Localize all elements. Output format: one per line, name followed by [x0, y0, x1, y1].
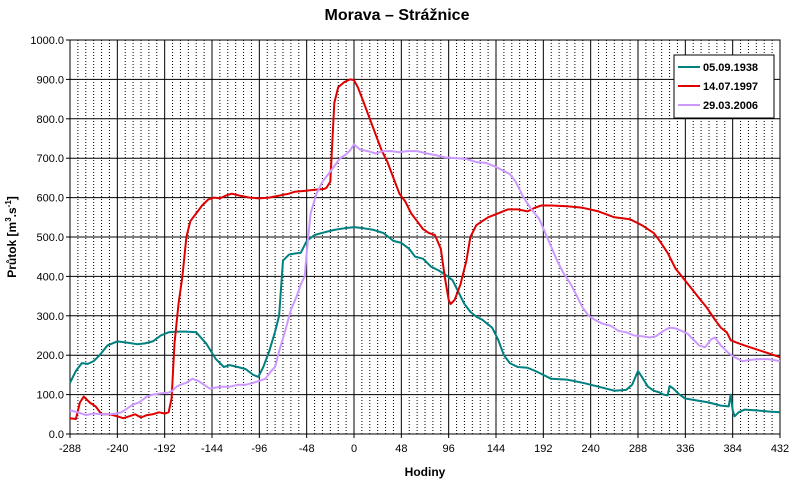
series-line-29.03.2006 — [69, 143, 781, 417]
x-tick-label: 432 — [771, 443, 789, 455]
chart-title: Morava – Strážnice — [325, 7, 470, 24]
x-tick-label: 96 — [443, 443, 455, 455]
legend: 05.09.1938 14.07.1997 29.03.2006 — [673, 54, 775, 119]
x-tick-label: 144 — [487, 443, 505, 455]
series-lines — [69, 78, 781, 420]
series-line-05.09.1938 — [69, 226, 781, 418]
y-tick-label: 400.0 — [36, 271, 64, 283]
legend-label-2006: 29.03.2006 — [703, 100, 758, 112]
x-tick-label: -144 — [201, 443, 223, 455]
x-axis-title: Hodiny — [405, 465, 446, 479]
series-line-14.07.1997 — [69, 78, 781, 420]
y-tick-label: 100.0 — [36, 390, 64, 402]
x-tick-label: 288 — [629, 443, 647, 455]
x-tick-label: 384 — [723, 443, 741, 455]
y-axis-title-part: .s — [5, 207, 19, 217]
y-tick-label: 800.0 — [36, 114, 64, 126]
y-tick-label: 300.0 — [36, 311, 64, 323]
y-tick-label: 0.0 — [49, 429, 64, 441]
y-tick-label: 1000.0 — [30, 35, 64, 47]
y-tick-label: 900.0 — [36, 74, 64, 86]
y-axis-title-superscript: -1 — [4, 200, 13, 208]
y-axis-title-part: ] — [5, 196, 19, 200]
x-tick-label: -240 — [106, 443, 128, 455]
y-tick-label: 500.0 — [36, 232, 64, 244]
x-tick-label: 240 — [581, 443, 599, 455]
x-tick-label: 336 — [676, 443, 694, 455]
x-tick-label: 0 — [351, 443, 357, 455]
x-tick-label: -288 — [59, 443, 81, 455]
y-axis-title: Průtok [m3.s-1] — [4, 196, 19, 278]
legend-label-1997: 14.07.1997 — [703, 81, 758, 93]
axis-ticks: -288 -240 -192 -144 -96 -48 0 48 96 144 192 240 288 3… — [30, 35, 789, 455]
legend-label-1938: 05.09.1938 — [703, 62, 758, 74]
x-tick-label: 48 — [395, 443, 407, 455]
y-tick-label: 200.0 — [36, 350, 64, 362]
y-tick-label: 700.0 — [36, 153, 64, 165]
x-tick-label: -192 — [154, 443, 176, 455]
y-axis-title-part: Průtok [m — [5, 222, 19, 278]
x-tick-label: -96 — [251, 443, 267, 455]
x-tick-label: -48 — [299, 443, 315, 455]
y-tick-label: 600.0 — [36, 193, 64, 205]
y-axis-title-superscript: 3 — [4, 217, 13, 222]
x-tick-label: 192 — [534, 443, 552, 455]
